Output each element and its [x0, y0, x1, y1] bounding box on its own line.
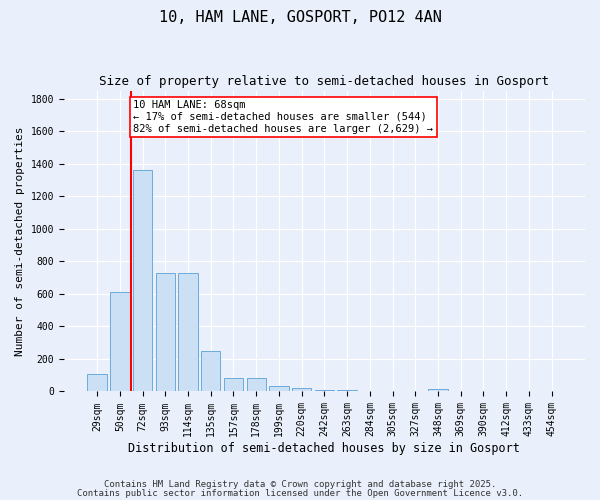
- Bar: [224, 378, 243, 392]
- Bar: [428, 389, 448, 392]
- Y-axis label: Number of semi-detached properties: Number of semi-detached properties: [15, 126, 25, 356]
- X-axis label: Distribution of semi-detached houses by size in Gosport: Distribution of semi-detached houses by …: [128, 442, 520, 455]
- Text: Contains public sector information licensed under the Open Government Licence v3: Contains public sector information licen…: [77, 490, 523, 498]
- Bar: [133, 170, 152, 392]
- Bar: [269, 386, 289, 392]
- Bar: [178, 272, 197, 392]
- Bar: [155, 272, 175, 392]
- Bar: [292, 388, 311, 392]
- Text: Contains HM Land Registry data © Crown copyright and database right 2025.: Contains HM Land Registry data © Crown c…: [104, 480, 496, 489]
- Bar: [110, 292, 130, 392]
- Bar: [201, 351, 220, 392]
- Text: 10, HAM LANE, GOSPORT, PO12 4AN: 10, HAM LANE, GOSPORT, PO12 4AN: [158, 10, 442, 25]
- Bar: [383, 390, 402, 392]
- Bar: [360, 390, 379, 392]
- Bar: [337, 390, 357, 392]
- Bar: [88, 374, 107, 392]
- Text: 10 HAM LANE: 68sqm
← 17% of semi-detached houses are smaller (544)
82% of semi-d: 10 HAM LANE: 68sqm ← 17% of semi-detache…: [133, 100, 433, 134]
- Bar: [247, 378, 266, 392]
- Title: Size of property relative to semi-detached houses in Gosport: Size of property relative to semi-detach…: [100, 75, 550, 88]
- Bar: [315, 390, 334, 392]
